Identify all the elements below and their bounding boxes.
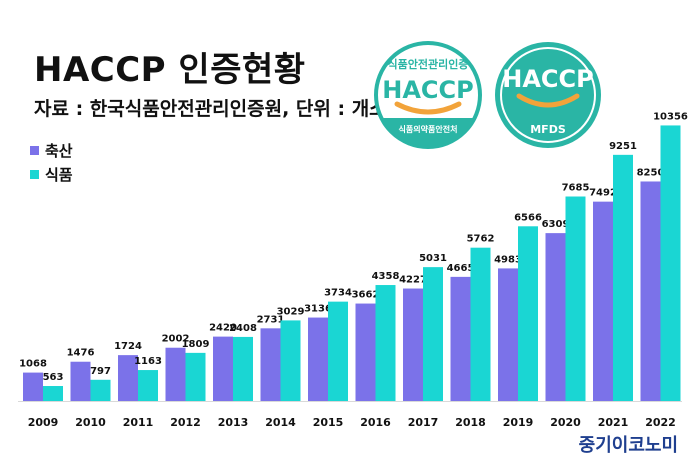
data-label-2-2011: 1163 <box>134 356 162 367</box>
logo-right-main-text: HACCP <box>502 65 593 93</box>
data-label-2-2018: 5762 <box>467 234 495 245</box>
logo-left-main-text: HACCP <box>382 76 473 104</box>
bar-1-2021 <box>593 201 613 401</box>
bar-1-2013 <box>213 336 233 401</box>
legend-swatch-series2 <box>30 169 39 179</box>
legend-item-series2: 식품 <box>30 162 73 186</box>
page-title: HACCP 인증현황 <box>34 50 306 90</box>
bar-2-2019 <box>518 226 538 401</box>
data-label-1-2015: 3136 <box>304 304 332 315</box>
data-label-2-2015: 3734 <box>324 288 352 299</box>
x-tick-label-2020: 2020 <box>550 416 581 429</box>
data-label-2-2012: 1809 <box>182 339 210 350</box>
x-tick-label-2018: 2018 <box>455 416 486 429</box>
bar-2-2014 <box>280 320 301 401</box>
bar-1-2019 <box>498 268 518 401</box>
data-label-2-2017: 5031 <box>419 253 447 264</box>
data-label-1-2021: 7492 <box>589 188 617 199</box>
x-tick-label-2016: 2016 <box>360 416 391 429</box>
bar-2-2011 <box>138 370 158 401</box>
data-label-1-2018: 4665 <box>447 263 475 274</box>
legend-label-series1: 축산 <box>45 141 73 160</box>
legend-swatch-series1 <box>30 145 39 155</box>
legend-item-series1: 축산 <box>30 138 73 162</box>
bar-2-2010 <box>90 379 111 401</box>
logo-left-arc <box>394 101 462 115</box>
bar-1-2022 <box>640 181 661 401</box>
logo-left-bottom-text: 식품의약품안전처 <box>399 124 458 134</box>
data-label-1-2019: 4983 <box>494 254 522 265</box>
data-label-1-2009: 1068 <box>19 359 47 370</box>
data-label-1-2016: 3662 <box>352 290 380 301</box>
x-tick-label-2009: 2009 <box>28 416 59 429</box>
x-tick-label-2011: 2011 <box>123 416 154 429</box>
x-tick-label-2013: 2013 <box>218 416 249 429</box>
haccp-logo-left: 식품안전관리인증 HACCP 식품의약품안전처 <box>374 41 482 149</box>
legend: 축산 식품 <box>30 138 73 186</box>
haccp-logo-right: HACCP MFDS <box>495 42 601 148</box>
data-label-1-2012: 2002 <box>162 334 190 345</box>
data-label-2-2019: 6566 <box>514 212 542 223</box>
bar-1-2015 <box>308 317 328 401</box>
source-and-unit: 자료 : 한국식품안전관리인증원, 단위 : 개소 <box>34 98 387 120</box>
bar-2-2020 <box>565 196 586 401</box>
x-tick-label-2015: 2015 <box>313 416 344 429</box>
x-tick-label-2014: 2014 <box>265 416 296 429</box>
data-label-2-2021: 9251 <box>609 141 637 152</box>
data-label-2-2022: 10356 <box>653 111 688 122</box>
bar-2-2013 <box>233 336 253 401</box>
bar-1-2018 <box>450 276 471 401</box>
logo-right-inner-ring <box>500 47 596 143</box>
bar-2-2016 <box>375 285 396 401</box>
bar-1-2009 <box>23 372 43 401</box>
bar-1-2017 <box>403 288 423 401</box>
x-tick-label-2019: 2019 <box>503 416 534 429</box>
data-label-2-2014: 3029 <box>277 306 305 317</box>
logo-left-top-text: 식품안전관리인증 <box>388 57 469 71</box>
data-label-1-2013: 2420 <box>209 323 237 334</box>
x-tick-label-2010: 2010 <box>75 416 106 429</box>
bar-1-2014 <box>260 328 281 401</box>
legend-label-series2: 식품 <box>45 165 73 184</box>
publisher-brand: 중기이코노미 <box>578 435 678 456</box>
x-tick-label-2017: 2017 <box>408 416 439 429</box>
bar-2-2017 <box>423 267 443 401</box>
bar-2-2015 <box>328 301 348 401</box>
data-label-2-2009: 563 <box>43 372 64 383</box>
bar-2-2009 <box>43 386 63 401</box>
data-label-2-2016: 4358 <box>372 271 400 282</box>
bar-2-2012 <box>185 352 206 401</box>
x-tick-label-2021: 2021 <box>598 416 629 429</box>
bar-2-2018 <box>470 247 491 401</box>
data-label-2-2013: 2408 <box>229 323 257 334</box>
data-label-1-2022: 8250 <box>637 167 665 178</box>
bar-1-2010 <box>70 361 91 401</box>
data-label-1-2014: 2731 <box>257 314 285 325</box>
logo-right-circle <box>495 42 601 148</box>
data-label-1-2011: 1724 <box>114 341 142 352</box>
data-label-1-2020: 6309 <box>542 219 570 230</box>
x-tick-label-2022: 2022 <box>645 416 676 429</box>
bar-1-2011 <box>118 355 138 401</box>
bar-1-2016 <box>355 303 376 401</box>
logo-right-arc <box>516 93 580 108</box>
data-label-1-2010: 1476 <box>67 348 95 359</box>
bar-2-2021 <box>613 154 633 401</box>
x-tick-label-2012: 2012 <box>170 416 201 429</box>
bar-1-2020 <box>545 233 566 401</box>
data-label-1-2017: 4227 <box>399 275 427 286</box>
logo-left-band <box>382 118 474 146</box>
data-label-2-2020: 7685 <box>562 183 590 194</box>
data-label-2-2010: 797 <box>90 366 111 377</box>
bar-1-2012 <box>165 347 186 401</box>
bar-2-2022 <box>660 125 681 402</box>
logo-right-bottom-text: MFDS <box>530 123 566 136</box>
